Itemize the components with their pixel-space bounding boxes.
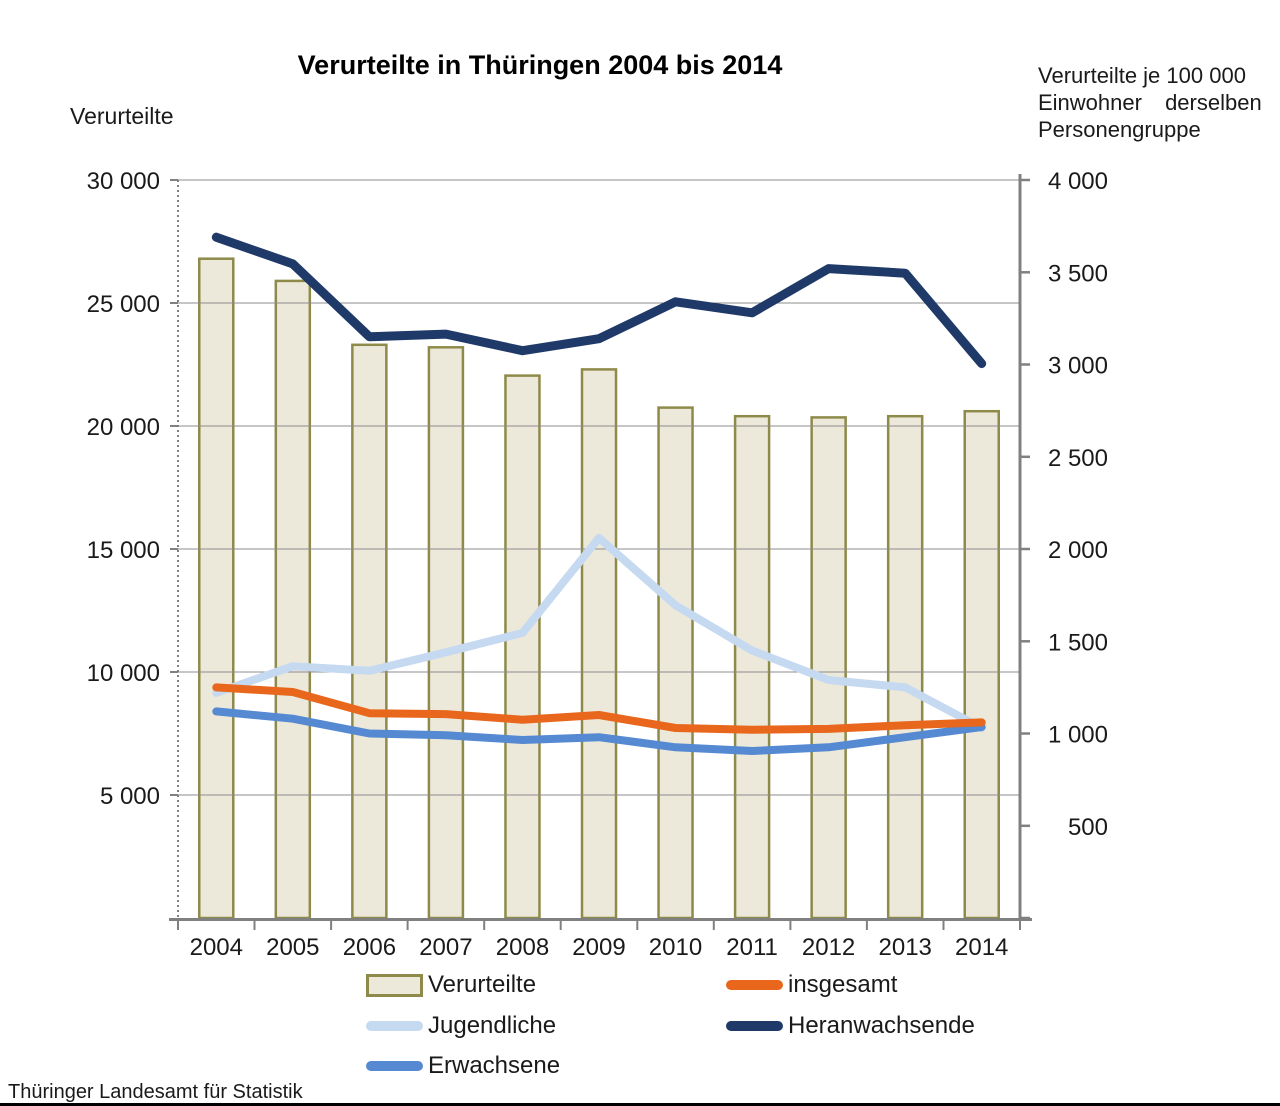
legend-item-erwachsene: Erwachsene xyxy=(366,1052,561,1079)
y-axis-left-tick-label: 30 000 xyxy=(87,168,160,195)
y-axis-right-tick-label: 500 xyxy=(1068,814,1108,841)
left-axis-title: Verurteilte xyxy=(70,103,174,129)
y-axis-left-tick-label: 20 000 xyxy=(87,414,160,441)
right-axis-title-line-2: Einwohner derselben xyxy=(1038,90,1262,115)
right-axis-title-line-1: Verurteilte je 100 000 xyxy=(1038,63,1246,88)
bar-2009 xyxy=(580,368,618,920)
y-axis-left-tick-label: 15 000 xyxy=(87,537,160,564)
y-axis-right-tick-label: 2 500 xyxy=(1048,445,1108,472)
erwachsene-line-swatch-icon xyxy=(366,1061,423,1071)
bar-2004 xyxy=(198,257,235,920)
x-axis-year-label: 2007 xyxy=(419,934,472,961)
legend-label-insgesamt: insgesamt xyxy=(788,971,898,998)
x-axis-year-label: 2012 xyxy=(802,934,855,961)
jugendliche-line-swatch-icon xyxy=(366,1021,423,1031)
bar-2006 xyxy=(351,343,388,920)
bar-2012 xyxy=(810,416,847,920)
legend-label-heranwachsende: Heranwachsende xyxy=(788,1012,975,1039)
right-axis-title-line-3: Personengruppe xyxy=(1038,117,1201,142)
x-axis-year-label: 2011 xyxy=(726,934,778,961)
line-heranwachsende xyxy=(211,232,987,369)
line-jugendliche xyxy=(212,533,986,732)
x-axis-year-label: 2014 xyxy=(955,934,1008,961)
y-axis-right-tick-label: 1 500 xyxy=(1048,629,1108,656)
x-axis-year-label: 2013 xyxy=(879,934,932,961)
x-axis-year-label: 2006 xyxy=(343,934,396,961)
bottom-border-bar xyxy=(0,1103,1280,1106)
y-axis-right-tick-label: 4 000 xyxy=(1048,168,1108,195)
heranwachsende-line-swatch-icon xyxy=(726,1021,783,1031)
legend-item-jugendliche: Jugendliche xyxy=(366,1012,557,1039)
legend-item-verurteilte: Verurteilte xyxy=(366,971,537,998)
legend-item-insgesamt: insgesamt xyxy=(726,971,898,998)
verurteilte-bar-swatch-icon xyxy=(366,973,423,997)
x-axis-year-label: 2004 xyxy=(190,934,243,961)
right-axis-title: Verurteilte je 100 000 Einwohner derselb… xyxy=(1038,62,1266,143)
legend-label-erwachsene: Erwachsene xyxy=(428,1052,561,1079)
x-axis-year-label: 2008 xyxy=(496,934,549,961)
bar-2007 xyxy=(427,346,465,920)
bar-2010 xyxy=(657,406,694,920)
chart-title: Verurteilte in Thüringen 2004 bis 2014 xyxy=(297,50,783,80)
y-axis-right-tick-label: 2 000 xyxy=(1048,537,1108,564)
bar-2014 xyxy=(963,409,1000,920)
bar-2013 xyxy=(886,414,924,920)
y-axis-left-tick-label: 5 000 xyxy=(100,783,160,810)
line-erwachsene xyxy=(212,707,986,755)
legend-item-heranwachsende: Heranwachsende xyxy=(726,1012,975,1039)
line-insgesamt xyxy=(212,683,986,734)
bar-2005 xyxy=(274,279,312,920)
legend-label-jugendliche: Jugendliche xyxy=(428,1012,557,1039)
x-axis-year-label: 2010 xyxy=(649,934,702,961)
source-attribution: Thüringer Landesamt für Statistik xyxy=(8,1081,303,1103)
y-axis-left-tick-label: 25 000 xyxy=(87,291,160,318)
y-axis-right-tick-label: 1 000 xyxy=(1048,722,1108,749)
y-axis-left-tick-label: 10 000 xyxy=(87,660,160,687)
insgesamt-line-swatch-icon xyxy=(726,980,783,990)
bar-2008 xyxy=(504,374,541,920)
y-axis-right-tick-label: 3 000 xyxy=(1048,353,1108,380)
legend-label-verurteilte: Verurteilte xyxy=(428,971,537,998)
bar-2011 xyxy=(733,414,771,920)
y-axis-right-tick-label: 3 500 xyxy=(1048,260,1108,287)
x-axis-year-label: 2005 xyxy=(266,934,319,961)
x-axis-year-label: 2009 xyxy=(572,934,625,961)
